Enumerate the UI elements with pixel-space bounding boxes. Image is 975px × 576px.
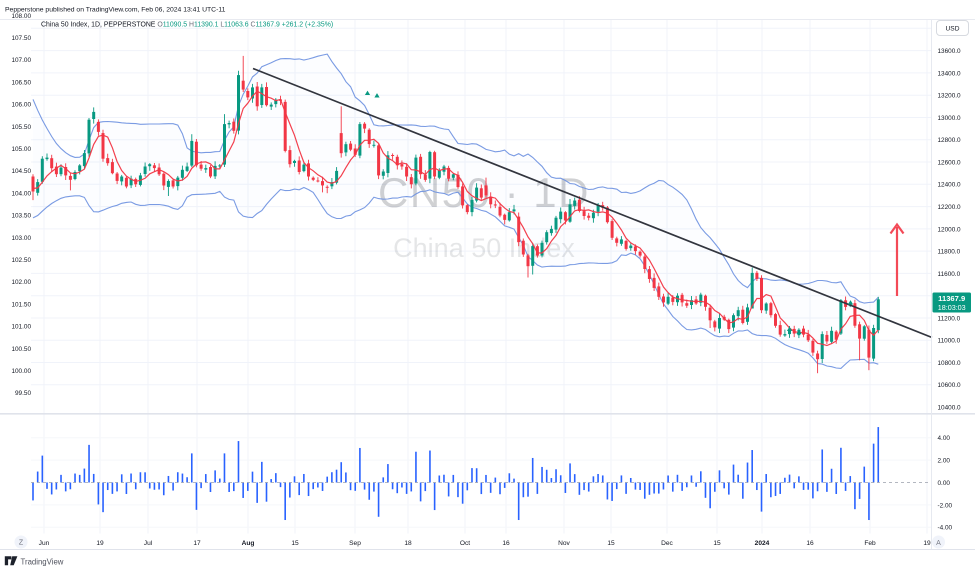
svg-text:-2.00: -2.00 xyxy=(938,502,953,509)
svg-text:Pepperstone published on Tradi: Pepperstone published on TradingView.com… xyxy=(5,7,226,14)
svg-text:13600.0: 13600.0 xyxy=(938,48,962,55)
svg-text:12200.0: 12200.0 xyxy=(938,204,962,211)
svg-text:Aug: Aug xyxy=(242,540,255,547)
svg-text:15: 15 xyxy=(713,540,721,547)
svg-text:2024: 2024 xyxy=(755,540,770,547)
svg-text:105.50: 105.50 xyxy=(11,124,31,131)
svg-text:13200.0: 13200.0 xyxy=(938,93,962,100)
svg-text:15: 15 xyxy=(607,540,615,547)
svg-text:Z: Z xyxy=(19,540,24,547)
svg-text:13000.0: 13000.0 xyxy=(938,115,962,122)
svg-text:China 50 Index, 1D, PEPPERSTON: China 50 Index, 1D, PEPPERSTONE O11090.5… xyxy=(41,22,333,29)
svg-text:Feb: Feb xyxy=(864,540,876,547)
svg-text:China 50 Index: China 50 Index xyxy=(393,233,575,263)
svg-text:106.00: 106.00 xyxy=(11,102,31,109)
svg-text:11600.0: 11600.0 xyxy=(938,271,961,278)
svg-text:100.00: 100.00 xyxy=(11,368,31,375)
svg-text:Jul: Jul xyxy=(144,540,153,547)
svg-text:107.50: 107.50 xyxy=(11,35,31,42)
svg-text:12400.0: 12400.0 xyxy=(938,182,962,189)
svg-text:Dec: Dec xyxy=(661,540,673,547)
svg-text:102.50: 102.50 xyxy=(11,257,31,264)
svg-text:USD: USD xyxy=(946,26,960,33)
svg-text:11000.0: 11000.0 xyxy=(938,338,961,345)
svg-text:99.50: 99.50 xyxy=(15,390,31,397)
svg-text:106.50: 106.50 xyxy=(11,79,31,86)
svg-text:108.00: 108.00 xyxy=(11,13,31,20)
svg-text:12600.0: 12600.0 xyxy=(938,159,962,166)
svg-text:10600.0: 10600.0 xyxy=(938,382,962,389)
svg-text:10800.0: 10800.0 xyxy=(938,360,962,367)
svg-text:Nov: Nov xyxy=(558,540,570,547)
svg-text:104.50: 104.50 xyxy=(11,168,31,175)
svg-text:2.00: 2.00 xyxy=(938,458,951,465)
svg-text:18:03:03: 18:03:03 xyxy=(938,303,966,312)
svg-text:Jun: Jun xyxy=(39,540,50,547)
svg-text:19: 19 xyxy=(923,540,931,547)
svg-text:18: 18 xyxy=(404,540,412,547)
svg-text:0.00: 0.00 xyxy=(938,480,951,487)
svg-text:17: 17 xyxy=(193,540,201,547)
svg-text:101.50: 101.50 xyxy=(11,301,31,308)
svg-text:104.00: 104.00 xyxy=(11,190,31,197)
svg-text:11367.9: 11367.9 xyxy=(938,294,965,303)
svg-text:-4.00: -4.00 xyxy=(938,525,953,532)
svg-text:16: 16 xyxy=(502,540,510,547)
svg-text:101.00: 101.00 xyxy=(11,324,31,331)
svg-text:13400.0: 13400.0 xyxy=(938,70,962,77)
svg-text:103.50: 103.50 xyxy=(11,213,31,220)
svg-text:102.00: 102.00 xyxy=(11,279,31,286)
svg-text:11800.0: 11800.0 xyxy=(938,249,961,256)
svg-text:103.00: 103.00 xyxy=(11,235,31,242)
svg-text:100.50: 100.50 xyxy=(11,346,31,353)
svg-text:16: 16 xyxy=(806,540,814,547)
svg-text:105.00: 105.00 xyxy=(11,146,31,153)
svg-text:Oct: Oct xyxy=(460,540,470,547)
svg-text:4.00: 4.00 xyxy=(938,435,951,442)
svg-text:15: 15 xyxy=(291,540,299,547)
svg-text:TradingView: TradingView xyxy=(21,558,64,567)
svg-text:Sep: Sep xyxy=(349,540,361,547)
svg-text:CN50 · 1D: CN50 · 1D xyxy=(378,169,590,216)
svg-text:107.00: 107.00 xyxy=(11,57,31,64)
svg-text:A: A xyxy=(936,540,941,547)
svg-text:10400.0: 10400.0 xyxy=(938,405,962,412)
svg-text:11200.0: 11200.0 xyxy=(938,315,961,322)
svg-text:12000.0: 12000.0 xyxy=(938,226,962,233)
svg-text:19: 19 xyxy=(96,540,104,547)
svg-text:12800.0: 12800.0 xyxy=(938,137,962,144)
